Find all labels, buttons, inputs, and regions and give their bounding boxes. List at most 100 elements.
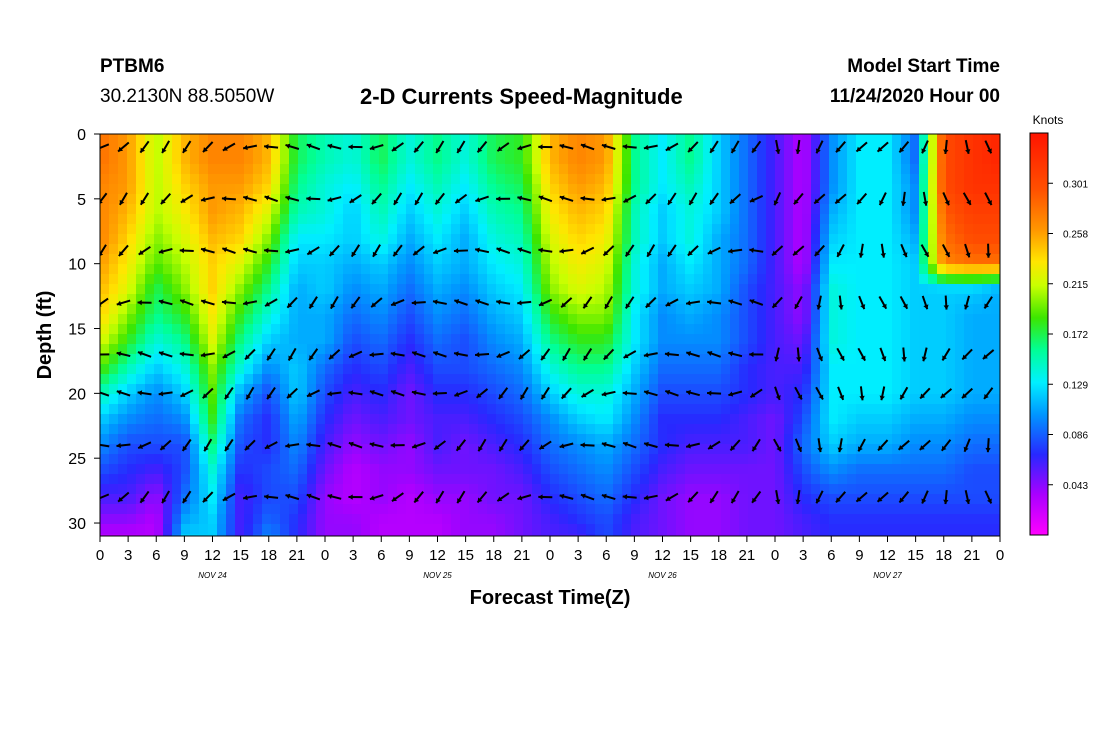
heatmap-cell	[244, 384, 254, 395]
heatmap-cell	[244, 414, 254, 425]
current-arrow	[837, 438, 843, 453]
heatmap-cell	[334, 194, 344, 205]
heatmap-cell	[190, 434, 200, 445]
heatmap-cell	[532, 384, 542, 395]
heatmap-cell	[154, 424, 164, 435]
heatmap-cell	[595, 494, 605, 505]
heatmap-cell	[109, 224, 119, 235]
current-arrow	[306, 389, 321, 398]
heatmap-cell	[955, 174, 965, 185]
heatmap-cell	[649, 354, 659, 365]
current-arrow	[643, 352, 658, 358]
heatmap-cell	[262, 284, 272, 295]
heatmap-cell	[532, 454, 542, 465]
current-arrow	[815, 140, 824, 154]
heatmap-cell	[928, 354, 938, 365]
heatmap-cell	[352, 154, 362, 165]
heatmap-cell	[604, 264, 614, 275]
heatmap-cell	[676, 364, 686, 375]
heatmap-cell	[262, 514, 272, 525]
heatmap-cell	[217, 534, 227, 536]
heatmap-cell	[145, 524, 155, 535]
heatmap-cell	[235, 274, 245, 285]
current-arrow	[517, 494, 532, 501]
heatmap-cell	[388, 404, 398, 415]
heatmap-cell	[793, 524, 803, 535]
heatmap-cell	[379, 274, 389, 285]
heatmap-cell	[397, 284, 407, 295]
heatmap-cell	[694, 534, 704, 536]
current-arrow	[264, 441, 278, 450]
heatmap-cell	[820, 204, 830, 215]
heatmap-cell	[856, 504, 866, 515]
heatmap-cell	[595, 424, 605, 435]
heatmap-cell	[712, 174, 722, 185]
heatmap-cell	[307, 244, 317, 255]
heatmap-cell	[883, 334, 893, 345]
heatmap-cell	[856, 414, 866, 425]
heatmap-cell	[199, 364, 209, 375]
heatmap-cell	[460, 474, 470, 485]
heatmap-cell	[244, 354, 254, 365]
heatmap-cell	[892, 524, 902, 535]
heatmap-cell	[406, 414, 416, 425]
current-arrow	[138, 246, 151, 256]
heatmap-cell	[136, 224, 146, 235]
heatmap-cell	[352, 414, 362, 425]
heatmap-cell	[793, 234, 803, 245]
heatmap-cell	[613, 364, 623, 375]
heatmap-cell	[631, 284, 641, 295]
heatmap-cell	[397, 354, 407, 365]
heatmap-cell	[784, 274, 794, 285]
heatmap-cell	[838, 474, 848, 485]
heatmap-cell	[451, 234, 461, 245]
heatmap-cell	[595, 274, 605, 285]
heatmap-cell	[199, 304, 209, 315]
heatmap-cell	[874, 234, 884, 245]
heatmap-cell	[127, 224, 137, 235]
heatmap-cell	[937, 254, 947, 265]
heatmap-cell	[379, 254, 389, 265]
heatmap-cell	[721, 514, 731, 525]
heatmap-cell	[163, 424, 173, 435]
heatmap-cell	[595, 394, 605, 405]
current-arrow	[687, 141, 699, 153]
heatmap-cell	[982, 144, 992, 155]
heatmap-cell	[586, 284, 596, 295]
heatmap-cell	[901, 234, 911, 245]
heatmap-cell	[118, 224, 128, 235]
heatmap-cell	[271, 344, 281, 355]
current-arrow	[453, 351, 469, 357]
heatmap-cell	[496, 424, 506, 435]
heatmap-cell	[154, 244, 164, 255]
heatmap-cell	[442, 364, 452, 375]
heatmap-cell	[586, 504, 596, 515]
heatmap-cell	[955, 244, 965, 255]
heatmap-cell	[415, 434, 425, 445]
heatmap-cell	[541, 204, 551, 215]
heatmap-cell	[361, 514, 371, 525]
heatmap-cell	[604, 154, 614, 165]
heatmap-cell	[190, 224, 200, 235]
heatmap-cell	[271, 494, 281, 505]
heatmap-cell	[307, 514, 317, 525]
heatmap-cell	[766, 454, 776, 465]
heatmap-cell	[136, 184, 146, 195]
heatmap-cell	[262, 334, 272, 345]
heatmap-cell	[379, 374, 389, 385]
heatmap-cell	[838, 244, 848, 255]
heatmap-cell	[262, 274, 272, 285]
heatmap-cell	[244, 244, 254, 255]
heatmap-cell	[460, 414, 470, 425]
heatmap-cell	[640, 384, 650, 395]
heatmap-cell	[181, 274, 191, 285]
heatmap-cell	[280, 174, 290, 185]
heatmap-cell	[523, 524, 533, 535]
heatmap-cell	[325, 394, 335, 405]
heatmap-cell	[109, 214, 119, 225]
heatmap-cell	[433, 504, 443, 515]
current-arrow	[327, 143, 342, 150]
heatmap-cell	[937, 324, 947, 335]
heatmap-cell	[118, 524, 128, 535]
heatmap-cell	[343, 484, 353, 495]
